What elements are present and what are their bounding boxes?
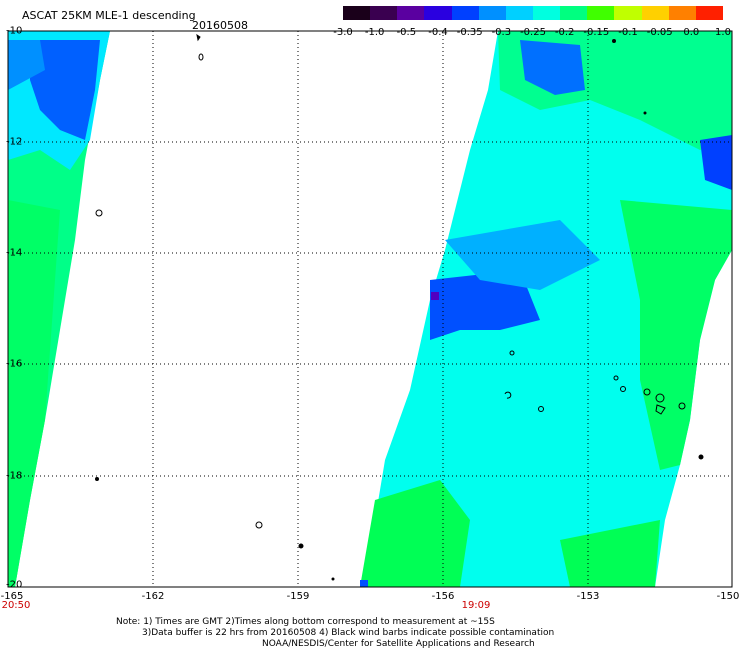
time-label: 19:09	[461, 600, 491, 611]
lon-label: -156	[431, 591, 455, 602]
left-swath-green	[8, 200, 60, 587]
lat-label: -20	[6, 579, 23, 591]
right-swath-green-right	[620, 200, 732, 470]
lat-label: -12	[6, 136, 23, 148]
lat-label: -16	[6, 358, 23, 370]
colorbar-segment	[424, 6, 452, 20]
lat-label: -14	[6, 247, 23, 259]
chart-title: ASCAT 25KM MLE-1 descending	[22, 9, 196, 22]
colorbar-tick-label: -0.15	[583, 27, 610, 38]
right-swath-sky	[445, 220, 600, 290]
right-swath	[360, 31, 732, 587]
colorbar-tick-label: 0.0	[683, 27, 700, 38]
colorbar-tick-label: -0.4	[428, 27, 448, 38]
colorbar-tick-label: -0.1	[618, 27, 638, 38]
left-swath-blue2	[8, 40, 45, 90]
colorbar-tick-label: 1.0	[715, 27, 731, 38]
colorbar-segment	[614, 6, 642, 20]
lat-label: -18	[6, 470, 23, 482]
right-swath-green-bottom	[360, 480, 470, 587]
colorbar	[343, 6, 723, 20]
gridlines	[8, 31, 732, 587]
colorbar-segment	[451, 6, 479, 20]
colorbar-tick-label: -0.5	[396, 27, 417, 38]
blue-pixel	[360, 580, 368, 587]
colorbar-segment	[560, 6, 588, 20]
lon-label: -150	[716, 591, 740, 602]
time-label: 20:50	[1, 600, 31, 611]
colorbar-segment	[532, 6, 561, 20]
plot-frame	[7, 30, 733, 588]
colorbar-segment	[478, 6, 506, 20]
colorbar-tick-label: -0.35	[456, 27, 483, 38]
colorbar-segment	[587, 6, 615, 20]
colorbar-segment	[505, 6, 533, 20]
colorbar-segment	[695, 6, 723, 20]
colorbar-segment	[370, 6, 398, 20]
colorbar-tick-label: -3.0	[333, 27, 353, 38]
right-swath-blue-mid	[430, 270, 540, 340]
colorbar-tick-label: -0.3	[491, 27, 512, 38]
left-swath-blue	[30, 40, 100, 140]
note-line-2: 3)Data buffer is 22 hrs from 20160508 4)…	[142, 628, 555, 638]
colorbar-tick-label: -1.0	[364, 27, 385, 38]
colorbar-segment	[668, 6, 696, 20]
lon-label: -165	[0, 591, 24, 602]
colorbar-segment	[397, 6, 425, 20]
lon-label: -159	[286, 591, 310, 602]
right-swath-green-b2	[560, 520, 660, 587]
islands	[95, 33, 704, 581]
colorbar-segment	[343, 6, 371, 20]
note-line-1: Note: 1) Times are GMT 2)Times along bot…	[116, 617, 495, 627]
lat-label: -10	[6, 25, 23, 37]
right-swath-blue-right	[700, 135, 732, 190]
lon-label: -162	[141, 591, 165, 602]
purple-pixel	[431, 292, 439, 300]
colorbar-segment	[641, 6, 669, 20]
lon-label: -153	[576, 591, 600, 602]
colorbar-tick-label: -0.25	[520, 27, 546, 38]
colorbar-tick-label: -0.05	[646, 27, 673, 38]
note-line-3: NOAA/NESDIS/Center for Satellite Applica…	[262, 639, 535, 649]
colorbar-tick-label: -0.2	[554, 27, 575, 38]
date-label: 20160508	[192, 19, 248, 32]
right-swath-blue-top	[520, 40, 585, 95]
